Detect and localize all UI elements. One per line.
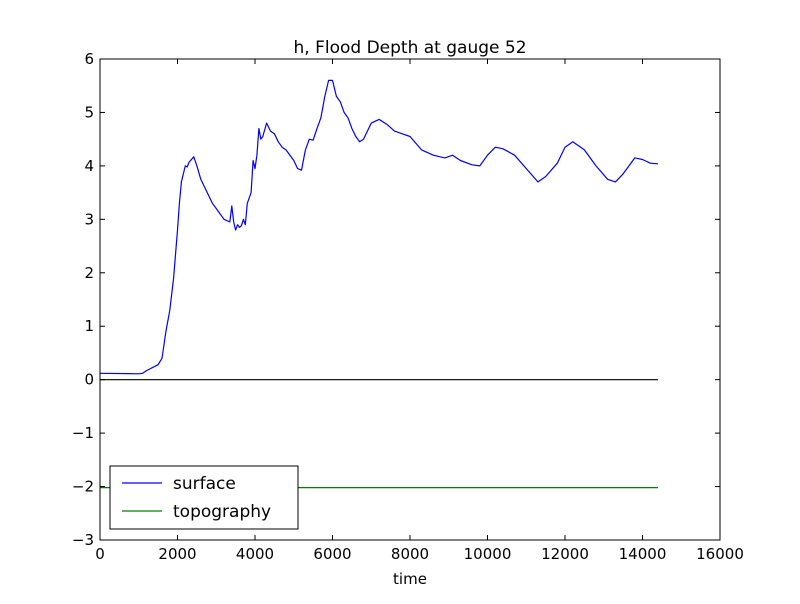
y-tick-label: 2 — [84, 264, 94, 282]
x-axis-label: time — [393, 570, 427, 588]
y-tick-label: 6 — [84, 50, 94, 68]
x-tick-label: 2000 — [158, 545, 196, 563]
x-tick-label: 6000 — [313, 545, 351, 563]
legend-label-topography: topography — [173, 502, 271, 522]
legend: surface topography — [109, 465, 299, 530]
x-tick-label: 10000 — [464, 545, 512, 563]
x-tick-label: 4000 — [236, 545, 274, 563]
x-tick-label: 0 — [95, 545, 105, 563]
x-tick-label: 16000 — [696, 545, 744, 563]
y-tick-label: 0 — [84, 371, 94, 389]
series-line-surface — [99, 79, 659, 375]
chart-title: h, Flood Depth at gauge 52 — [293, 38, 526, 58]
y-tick-label: 3 — [84, 210, 94, 228]
legend-box — [109, 465, 299, 530]
legend-label-surface: surface — [173, 474, 236, 494]
y-tick-label: −3 — [72, 531, 94, 549]
y-tick-label: 4 — [84, 157, 94, 175]
y-tick-label: −1 — [72, 424, 94, 442]
y-tick-label: −2 — [72, 478, 94, 496]
y-tick-label: 5 — [84, 103, 94, 121]
plot-area: 0 2000 4000 6000 8000 10000 12000 14000 16000 −3 −… — [72, 50, 744, 563]
x-tick-label: 8000 — [391, 545, 429, 563]
x-tick-label: 14000 — [619, 545, 667, 563]
y-tick-label: 1 — [84, 317, 94, 335]
x-tick-label: 12000 — [541, 545, 589, 563]
